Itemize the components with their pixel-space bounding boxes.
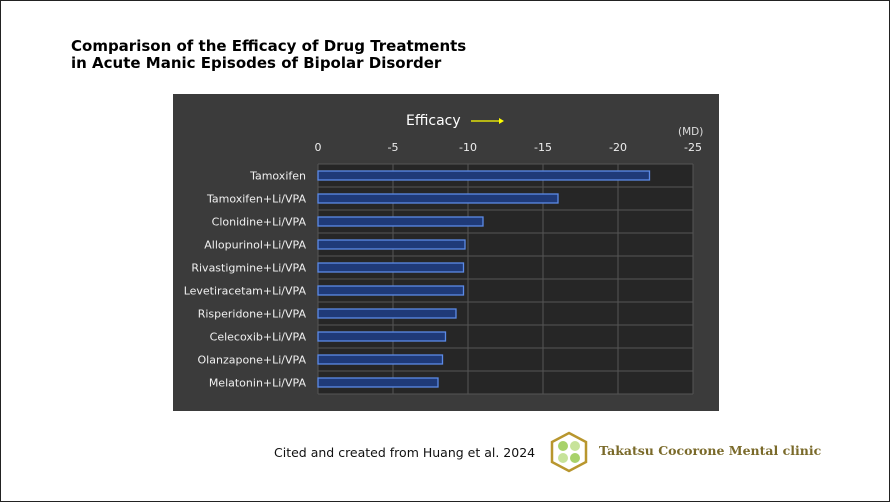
category-label: Clonidine+Li/VPA	[212, 216, 307, 229]
unit-label: (MD)	[678, 126, 703, 138]
x-tick-label: -15	[534, 141, 552, 154]
category-label: Allopurinol+Li/VPA	[204, 239, 306, 252]
category-label: Melatonin+Li/VPA	[209, 377, 307, 390]
bar	[317, 262, 465, 273]
x-tick-label: -20	[609, 141, 627, 154]
bar	[317, 331, 447, 342]
bar	[317, 285, 465, 296]
bar	[317, 308, 457, 319]
chart-panel: Efficacy (MD) 0 -5 -10 -15 -20 -25 Tamoxifen T…	[173, 94, 719, 411]
title-line-1: Comparison of the Efficacy of Drug Treat…	[71, 37, 467, 55]
category-label: Tamoxifen+Li/VPA	[206, 193, 306, 206]
x-tick-label: -10	[459, 141, 477, 154]
bar	[317, 354, 444, 365]
x-tick-label: -5	[388, 141, 399, 154]
citation: Cited and created from Huang et al. 2024	[274, 445, 536, 460]
x-axis-label: Efficacy	[406, 113, 461, 129]
bar-chart: Efficacy (MD) 0 -5 -10 -15 -20 -25 Tamoxifen T…	[184, 113, 703, 395]
clover-hexagon-logo-icon	[550, 431, 588, 473]
bar	[317, 193, 559, 204]
category-label: Risperidone+Li/VPA	[198, 308, 307, 321]
x-tick-label: 0	[315, 141, 322, 154]
x-tick-label: -25	[684, 141, 702, 154]
category-label: Olanzapone+Li/VPA	[198, 354, 307, 367]
arrow-icon	[471, 118, 504, 124]
bar	[317, 239, 466, 250]
chart-title: Comparison of the Efficacy of Drug Treat…	[71, 38, 466, 72]
clinic-name: Takatsu Cocorone Mental clinic	[599, 443, 822, 458]
category-label: Levetiracetam+Li/VPA	[184, 285, 307, 298]
category-label: Rivastigmine+Li/VPA	[191, 262, 306, 275]
bar	[317, 216, 484, 227]
category-label: Celecoxib+Li/VPA	[210, 331, 307, 344]
bar	[317, 170, 651, 181]
title-line-2: in Acute Manic Episodes of Bipolar Disor…	[71, 54, 442, 72]
category-label: Tamoxifen	[249, 170, 306, 183]
bar	[317, 377, 439, 388]
